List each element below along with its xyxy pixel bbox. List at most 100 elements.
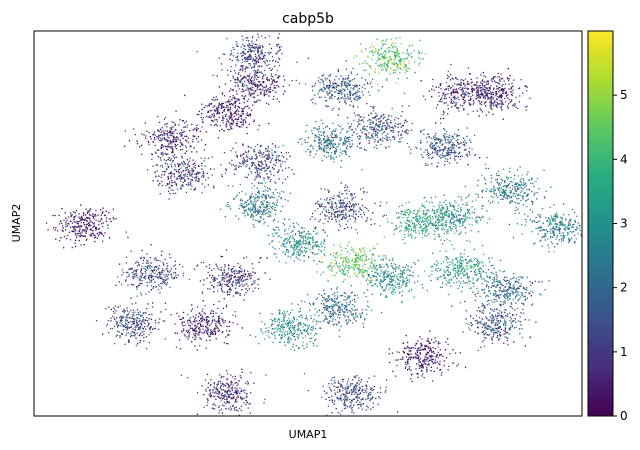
scatter-point: [158, 130, 160, 133]
scatter-point: [64, 225, 67, 228]
scatter-point: [335, 156, 337, 158]
scatter-point: [265, 102, 268, 104]
scatter-point: [466, 216, 468, 218]
scatter-point: [217, 112, 219, 114]
scatter-point: [383, 65, 385, 67]
scatter-point: [93, 215, 96, 217]
scatter-point: [329, 145, 332, 147]
scatter-point: [500, 198, 502, 200]
scatter-point: [568, 220, 570, 222]
scatter-point: [447, 87, 449, 90]
scatter-point: [253, 185, 255, 187]
scatter-point: [317, 200, 319, 203]
scatter-point: [243, 209, 246, 212]
scatter-point: [69, 239, 72, 241]
scatter-point: [438, 204, 440, 206]
scatter-point: [229, 162, 231, 164]
scatter-point: [198, 165, 200, 167]
scatter-point: [466, 153, 468, 155]
scatter-point: [256, 39, 258, 41]
scatter-point: [225, 126, 227, 128]
scatter-point: [80, 218, 82, 221]
scatter-point: [493, 185, 495, 187]
scatter-point: [568, 227, 570, 229]
scatter-point: [438, 155, 441, 158]
scatter-point: [334, 147, 337, 150]
scatter-point: [228, 101, 230, 103]
scatter-point: [84, 218, 86, 220]
scatter-point: [443, 133, 445, 135]
scatter-point: [467, 212, 469, 214]
scatter-point: [218, 102, 220, 104]
scatter-point: [172, 155, 174, 157]
scatter-point: [351, 204, 353, 207]
scatter-point: [168, 165, 170, 167]
scatter-point: [164, 132, 166, 134]
scatter-point: [381, 115, 383, 117]
scatter-point: [248, 56, 250, 58]
scatter-point: [435, 137, 437, 139]
scatter-point: [237, 52, 239, 54]
scatter-point: [353, 205, 355, 208]
scatter-point: [238, 71, 240, 74]
scatter-point: [352, 203, 354, 205]
scatter-point: [441, 144, 443, 146]
scatter-point: [396, 65, 398, 68]
scatter-point: [172, 139, 175, 141]
scatter-point: [248, 63, 250, 65]
scatter-point: [459, 158, 461, 160]
scatter-point: [88, 216, 90, 219]
scatter-point: [391, 62, 393, 64]
scatter-point: [540, 226, 543, 228]
scatter-point: [77, 233, 79, 235]
scatter-point: [473, 102, 475, 104]
scatter-point: [317, 129, 319, 131]
scatter-point: [256, 74, 258, 77]
scatter-point: [500, 97, 502, 99]
scatter-point: [251, 40, 253, 42]
scatter-point: [278, 195, 280, 197]
scatter-point: [153, 133, 155, 135]
scatter-point: [253, 120, 255, 122]
scatter-point: [502, 84, 504, 86]
scatter-point: [319, 219, 321, 221]
scatter-point: [425, 213, 427, 215]
scatter-point: [355, 210, 357, 212]
scatter-point: [182, 131, 184, 133]
scatter-point: [456, 219, 458, 221]
scatter-point: [549, 221, 551, 223]
scatter-point: [337, 145, 340, 148]
scatter-point: [460, 219, 462, 221]
scatter-point: [526, 105, 528, 108]
scatter-point: [446, 231, 448, 233]
scatter-point: [442, 114, 444, 116]
scatter-point: [173, 174, 175, 176]
scatter-point: [440, 223, 442, 225]
scatter-point: [507, 195, 509, 197]
scatter-point: [448, 143, 450, 145]
scatter-point: [94, 234, 96, 237]
scatter-point: [224, 215, 226, 218]
scatter-point: [554, 220, 556, 222]
scatter-point: [384, 50, 386, 52]
scatter-point: [141, 144, 143, 146]
scatter-point: [267, 88, 269, 90]
scatter-point: [403, 65, 405, 68]
scatter-point: [315, 226, 317, 228]
scatter-point: [579, 225, 581, 227]
scatter-point: [352, 197, 355, 199]
scatter-point: [524, 85, 526, 87]
scatter-point: [325, 206, 327, 208]
scatter-point: [455, 105, 457, 107]
scatter-point: [436, 153, 438, 156]
scatter-point: [563, 224, 566, 226]
scatter-point: [569, 240, 571, 242]
scatter-point: [468, 99, 470, 102]
scatter-point: [485, 91, 487, 94]
scatter-point: [528, 189, 531, 191]
scatter-point: [267, 156, 269, 158]
scatter-point: [519, 95, 521, 97]
scatter-point: [246, 159, 249, 161]
scatter-point: [543, 229, 545, 231]
scatter-point: [562, 235, 564, 237]
